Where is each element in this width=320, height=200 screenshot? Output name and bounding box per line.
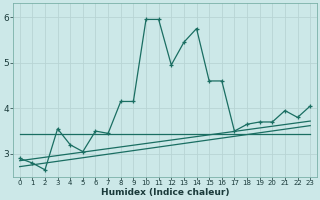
X-axis label: Humidex (Indice chaleur): Humidex (Indice chaleur) <box>101 188 229 197</box>
